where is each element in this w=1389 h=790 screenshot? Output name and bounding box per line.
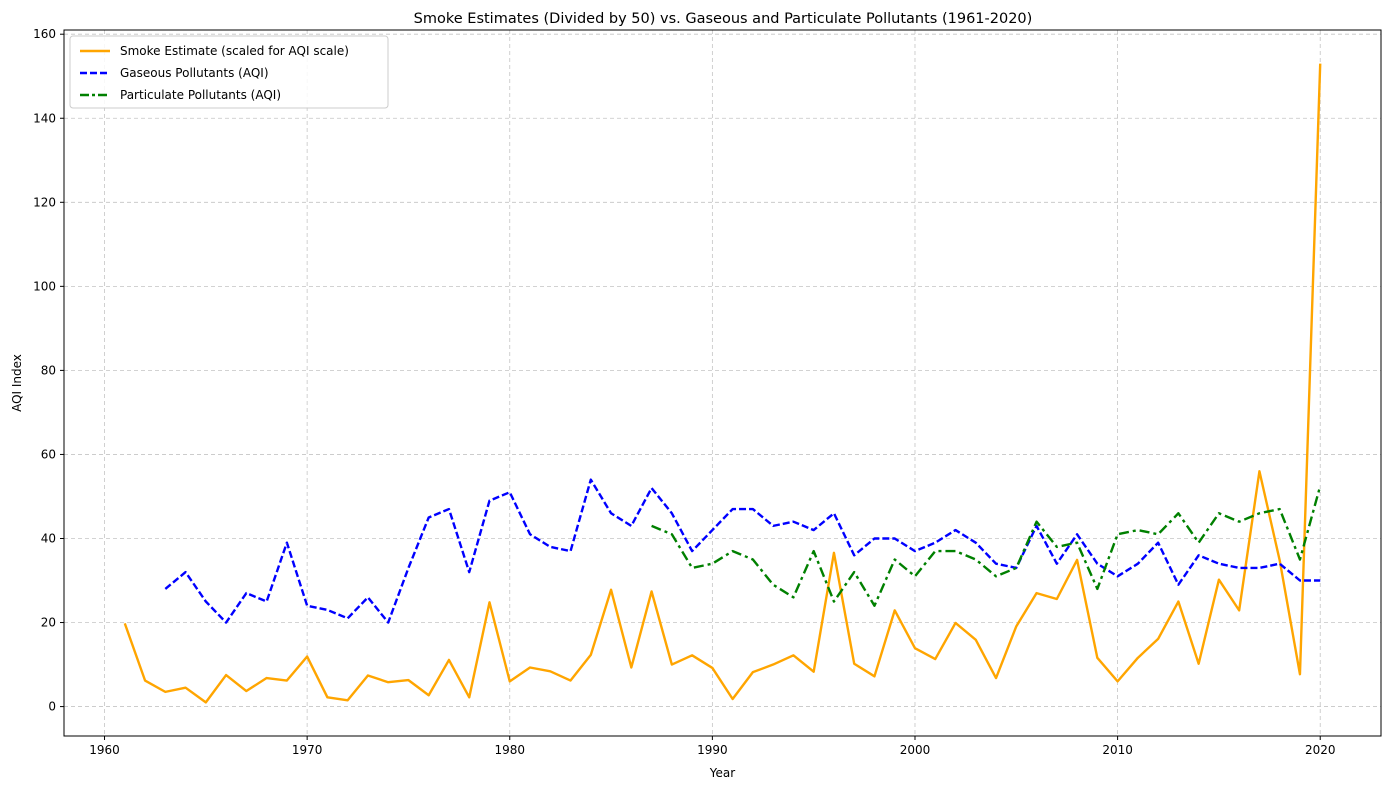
y-tick-label: 140	[33, 111, 56, 125]
y-tick-label: 160	[33, 27, 56, 41]
y-axis-title: AQI Index	[10, 354, 24, 412]
x-tick-label: 2000	[900, 743, 931, 757]
legend-label: Particulate Pollutants (AQI)	[120, 88, 281, 102]
series-line-2	[651, 485, 1322, 607]
x-axis: 1960 1970 1980 1990 2000 2010 2020	[89, 736, 1335, 757]
legend-label: Smoke Estimate (scaled for AQI scale)	[120, 44, 349, 58]
x-axis-title: Year	[709, 766, 735, 780]
legend: Smoke Estimate (scaled for AQI scale) Gas…	[69, 35, 389, 109]
plot-frame	[63, 29, 1382, 737]
y-tick-label: 80	[41, 363, 56, 377]
y-tick-label: 60	[41, 447, 56, 461]
y-axis: 0 20 40 60 80 100 120 140 160	[33, 27, 64, 714]
x-tick-label: 1960	[89, 743, 120, 757]
y-tick-label: 100	[33, 279, 56, 293]
grid	[64, 30, 1381, 736]
y-tick-label: 0	[48, 700, 56, 714]
y-tick-label: 40	[41, 531, 56, 545]
plot-series	[123, 63, 1322, 704]
y-tick-label: 120	[33, 195, 56, 209]
series-line-1	[164, 478, 1321, 624]
legend-box	[69, 35, 389, 109]
x-tick-label: 1970	[292, 743, 323, 757]
x-tick-label: 2010	[1102, 743, 1133, 757]
y-tick-label: 20	[41, 616, 56, 630]
x-tick-label: 2020	[1305, 743, 1336, 757]
series-line-0	[123, 63, 1322, 704]
x-tick-label: 1980	[494, 743, 525, 757]
legend-label: Gaseous Pollutants (AQI)	[120, 66, 269, 80]
chart-title: Smoke Estimates (Divided by 50) vs. Gase…	[414, 11, 1033, 27]
x-tick-label: 1990	[697, 743, 728, 757]
